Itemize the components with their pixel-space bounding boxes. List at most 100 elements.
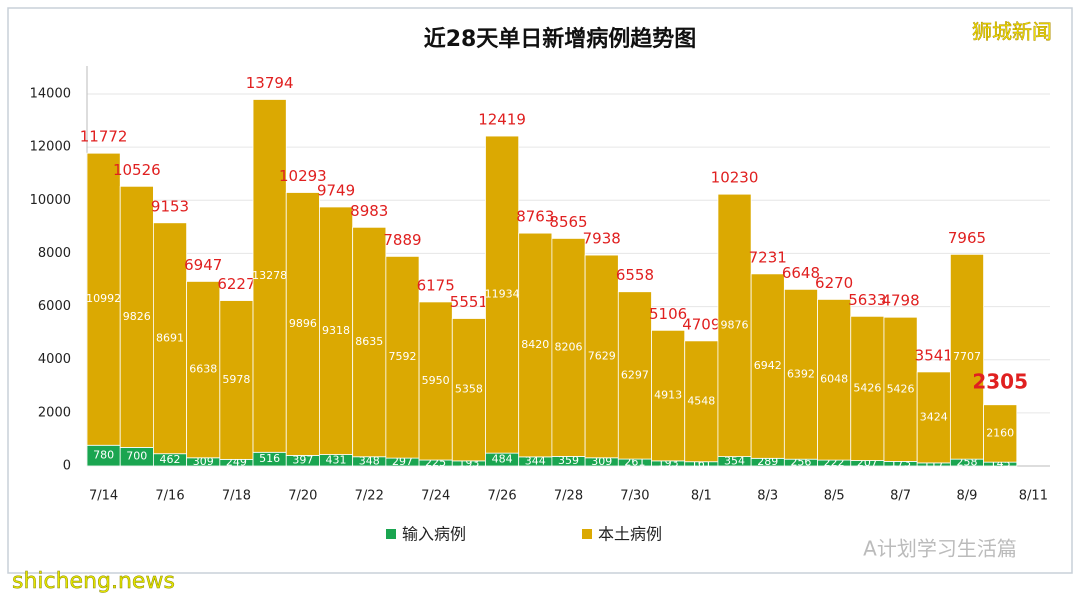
bar-segment bbox=[783, 288, 818, 460]
total-label: 5633 bbox=[848, 291, 886, 309]
total-label: 10526 bbox=[113, 161, 161, 179]
bar-segment bbox=[319, 206, 354, 455]
total-label: 6175 bbox=[417, 276, 455, 294]
total-label: 13794 bbox=[246, 74, 294, 92]
bar-segment bbox=[285, 192, 320, 456]
data-label: 359 bbox=[558, 454, 579, 467]
data-label: 6392 bbox=[787, 367, 815, 380]
data-label: 516 bbox=[259, 452, 280, 465]
total-label: 10293 bbox=[279, 167, 327, 185]
y-tick-label: 12000 bbox=[30, 140, 71, 155]
bar-segment bbox=[584, 254, 619, 459]
data-label: 9826 bbox=[123, 310, 151, 323]
watermark: 狮城新闻 bbox=[972, 20, 1052, 44]
total-label: 8763 bbox=[516, 208, 554, 226]
total-label: 4798 bbox=[881, 292, 919, 310]
data-label: 2160 bbox=[986, 426, 1014, 439]
total-label: 10230 bbox=[711, 169, 759, 187]
data-label: 10992 bbox=[86, 292, 121, 305]
bar-segment bbox=[983, 404, 1018, 463]
chart-title: 近28天单日新增病例趋势图 bbox=[424, 26, 697, 52]
y-tick-label: 6000 bbox=[38, 299, 71, 314]
data-label: 5426 bbox=[887, 382, 915, 395]
bar-segment bbox=[485, 135, 520, 454]
data-label: 4548 bbox=[687, 394, 715, 407]
y-tick-label: 10000 bbox=[30, 193, 71, 208]
total-label: 7889 bbox=[383, 231, 421, 249]
y-tick-label: 0 bbox=[63, 459, 71, 474]
x-tick-label: 8/9 bbox=[957, 489, 978, 504]
total-label: 8565 bbox=[549, 213, 587, 231]
bar-segment bbox=[352, 226, 387, 458]
data-label: 8691 bbox=[156, 331, 184, 344]
legend-swatch bbox=[386, 529, 396, 539]
data-label: 484 bbox=[492, 453, 513, 466]
data-label: 8635 bbox=[355, 335, 383, 348]
total-label: 9153 bbox=[151, 197, 189, 215]
bar-segment bbox=[651, 329, 686, 462]
total-label: 6270 bbox=[815, 274, 853, 292]
total-label: 5106 bbox=[649, 305, 687, 323]
total-label: 7231 bbox=[749, 248, 787, 266]
x-tick-label: 7/14 bbox=[89, 489, 118, 504]
bar-segment bbox=[551, 238, 586, 457]
bar-segment bbox=[119, 185, 154, 448]
x-tick-label: 7/30 bbox=[620, 489, 649, 504]
bar-segment bbox=[817, 298, 852, 461]
total-label: 8983 bbox=[350, 202, 388, 220]
total-label: 9749 bbox=[317, 181, 355, 199]
data-label: 6942 bbox=[754, 359, 782, 372]
data-label: 6048 bbox=[820, 373, 848, 386]
x-tick-label: 7/28 bbox=[554, 489, 583, 504]
total-label: 2305 bbox=[972, 369, 1028, 393]
x-tick-label: 7/20 bbox=[288, 489, 317, 504]
total-label: 11772 bbox=[80, 128, 128, 146]
watermark: A计划学习生活篇 bbox=[863, 537, 1017, 561]
data-label: 6638 bbox=[189, 363, 217, 376]
data-label: 344 bbox=[525, 454, 546, 467]
total-label: 7938 bbox=[583, 230, 621, 248]
total-label: 6558 bbox=[616, 266, 654, 284]
total-label: 4709 bbox=[682, 315, 720, 333]
data-label: 8206 bbox=[555, 340, 583, 353]
x-tick-label: 7/26 bbox=[487, 489, 516, 504]
data-label: 700 bbox=[126, 450, 147, 463]
total-label: 12419 bbox=[478, 111, 526, 129]
data-label: 397 bbox=[292, 454, 313, 467]
data-label: 348 bbox=[359, 454, 380, 467]
bar-segment bbox=[451, 318, 486, 462]
watermark: shicheng.news bbox=[12, 569, 175, 594]
total-label: 6648 bbox=[782, 264, 820, 282]
data-label: 431 bbox=[326, 453, 347, 466]
x-tick-label: 8/7 bbox=[890, 489, 911, 504]
data-label: 5358 bbox=[455, 383, 483, 396]
bar-segment bbox=[949, 253, 984, 460]
y-tick-label: 2000 bbox=[38, 405, 71, 420]
data-label: 9896 bbox=[289, 317, 317, 330]
data-label: 13278 bbox=[252, 269, 287, 282]
total-label: 7965 bbox=[948, 229, 986, 247]
total-label: 6947 bbox=[184, 256, 222, 274]
legend-label: 本土病例 bbox=[598, 525, 662, 544]
x-tick-label: 8/3 bbox=[757, 489, 778, 504]
legend-swatch bbox=[582, 529, 592, 539]
x-tick-label: 7/16 bbox=[155, 489, 184, 504]
total-label: 5551 bbox=[450, 293, 488, 311]
bar-segment bbox=[883, 316, 918, 462]
data-label: 9876 bbox=[721, 318, 749, 331]
bar-segment bbox=[750, 273, 785, 459]
x-tick-label: 7/24 bbox=[421, 489, 450, 504]
x-tick-label: 8/1 bbox=[691, 489, 712, 504]
data-label: 5426 bbox=[853, 381, 881, 394]
data-label: 780 bbox=[93, 449, 114, 462]
data-label: 7592 bbox=[388, 350, 416, 363]
bar-segment bbox=[385, 255, 420, 459]
bar-segment bbox=[153, 222, 188, 455]
y-tick-label: 14000 bbox=[30, 87, 71, 102]
data-label: 5950 bbox=[422, 374, 450, 387]
bar-segment bbox=[617, 291, 652, 460]
bar-segment bbox=[418, 301, 453, 461]
legend-label: 输入病例 bbox=[402, 525, 466, 544]
bar-segment bbox=[252, 99, 287, 453]
